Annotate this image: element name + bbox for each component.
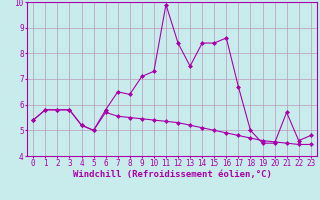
- X-axis label: Windchill (Refroidissement éolien,°C): Windchill (Refroidissement éolien,°C): [73, 170, 271, 179]
